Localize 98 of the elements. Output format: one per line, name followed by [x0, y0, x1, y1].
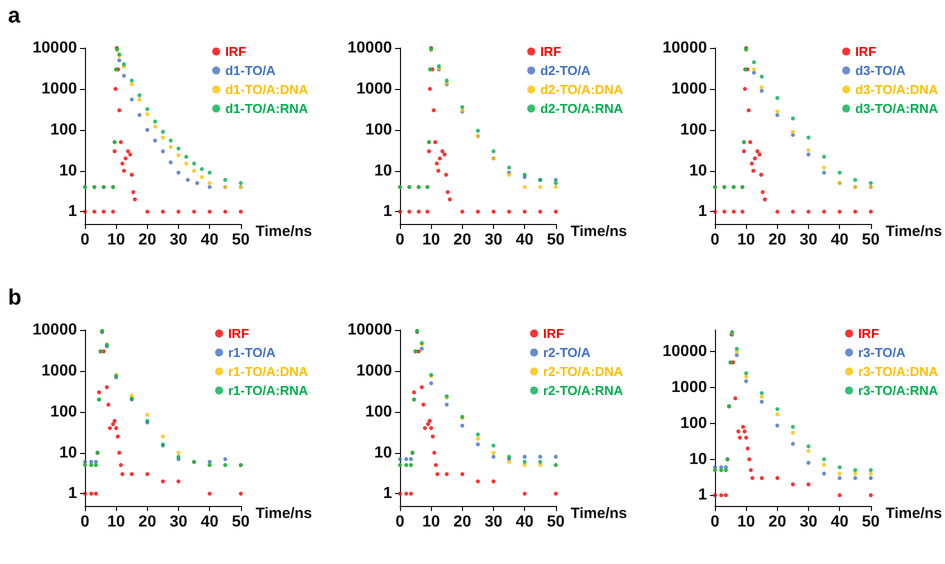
legend-label: d1-TO/A:DNA	[225, 82, 309, 97]
x-tick-label: 30	[484, 232, 502, 248]
y-tick-label: 1000	[41, 362, 78, 380]
x-tick-label: 50	[862, 514, 880, 530]
legend-label: r1-TO/A:DNA	[228, 364, 309, 379]
x-tick-label: 20	[768, 232, 786, 248]
y-tick-label: 10	[59, 162, 78, 180]
legend-label: r3-TO/A:RNA	[858, 383, 939, 398]
x-axis-title: Time/ns	[886, 223, 942, 240]
x-tick-label: 40	[830, 232, 849, 248]
x-tick-label: 50	[232, 232, 250, 248]
text: a	[8, 2, 21, 28]
x-axis-title: Time/ns	[570, 223, 627, 240]
x-tick-label: 20	[768, 514, 786, 530]
x-tick-label: 10	[107, 514, 126, 530]
x-axis-title: Time/ns	[256, 223, 312, 240]
y-tick-label: 10	[689, 450, 708, 468]
legend-label: d3-TO/A:DNA	[855, 82, 939, 97]
y-tick-label: 100	[365, 403, 392, 420]
y-tick-label: 1	[698, 486, 708, 504]
legend-label: IRF	[225, 44, 246, 59]
x-tick-label: 50	[232, 514, 250, 530]
legend-label: d3-TO/A	[855, 63, 906, 78]
y-tick-label: 1000	[356, 362, 392, 380]
x-tick-label: 30	[800, 232, 818, 248]
y-tick-label: 1	[383, 203, 392, 220]
y-tick-label: 1000	[671, 379, 708, 396]
y-tick-label: 1	[68, 203, 78, 220]
legend-label: d2-TO/A:DNA	[540, 82, 624, 97]
x-tick-label: 30	[484, 514, 502, 530]
y-tick-label: 10000	[348, 40, 392, 56]
legend-label: d1-TO/A	[225, 63, 276, 78]
x-tick-label: 40	[516, 232, 534, 248]
y-tick-label: 1000	[356, 80, 392, 98]
x-tick-label: 0	[80, 232, 90, 248]
x-tick-label: 40	[200, 514, 219, 530]
x-tick-label: 0	[80, 514, 90, 530]
x-tick-label: 10	[422, 232, 440, 248]
y-tick-label: 100	[680, 121, 708, 138]
y-tick-label: 10000	[348, 322, 392, 338]
x-tick-label: 0	[710, 232, 720, 248]
y-tick-label: 10	[59, 444, 78, 462]
y-tick-label: 1000	[671, 80, 708, 98]
x-tick-label: 20	[138, 232, 156, 248]
legend-label: IRF	[543, 326, 564, 341]
legend-label: d2-TO/A:RNA	[540, 101, 624, 116]
y-tick-label: 1	[698, 203, 708, 220]
legend-label: r2-TO/A:DNA	[543, 364, 624, 379]
legend-label: r2-TO/A	[543, 345, 592, 360]
x-tick-label: 0	[710, 514, 720, 530]
y-tick-label: 10	[689, 162, 708, 180]
y-tick-label: 100	[50, 121, 78, 138]
y-tick-label: 100	[50, 403, 78, 420]
y-tick-label: 10	[374, 444, 392, 462]
x-tick-label: 10	[107, 232, 126, 248]
x-tick-label: 30	[170, 514, 188, 530]
y-tick-label: 10000	[662, 40, 708, 56]
x-tick-label: 40	[516, 514, 534, 530]
legend-label: r3-TO/A	[858, 345, 906, 360]
y-tick-label: 10000	[662, 343, 708, 360]
y-tick-label: 1	[383, 485, 392, 502]
x-tick-label: 30	[170, 232, 188, 248]
x-tick-label: 0	[396, 232, 405, 248]
x-tick-label: 40	[200, 232, 219, 248]
legend-label: d1-TO/A:RNA	[225, 101, 309, 116]
legend-label: r1-TO/A:RNA	[228, 383, 309, 398]
x-tick-label: 20	[453, 514, 472, 530]
y-tick-label: 10000	[32, 322, 78, 338]
x-tick-label: 30	[800, 514, 818, 530]
x-tick-label: 10	[737, 232, 756, 248]
x-axis-title: Time/ns	[256, 505, 312, 522]
text: b	[8, 284, 22, 310]
x-tick-label: 50	[862, 232, 880, 248]
y-tick-label: 100	[365, 121, 392, 138]
legend-label: IRF	[540, 44, 562, 59]
legend-label: IRF	[228, 326, 250, 341]
y-tick-label: 100	[680, 414, 708, 432]
y-tick-label: 10000	[32, 40, 78, 56]
legend-label: d3-TO/A:RNA	[855, 101, 939, 116]
x-axis-title: Time/ns	[570, 505, 627, 522]
x-tick-label: 0	[396, 514, 405, 530]
legend-label: IRF	[858, 326, 880, 341]
y-tick-label: 10	[374, 162, 392, 180]
x-tick-label: 20	[138, 514, 156, 530]
y-tick-label: 1	[68, 485, 78, 502]
legend-label: r3-TO/A:DNA	[858, 364, 939, 379]
x-tick-label: 10	[422, 514, 440, 530]
x-tick-label: 10	[737, 514, 756, 530]
legend-label: r2-TO/A:RNA	[543, 383, 624, 398]
x-axis-title: Time/ns	[886, 505, 942, 522]
legend-label: IRF	[855, 44, 876, 59]
legend-label: r1-TO/A	[228, 345, 276, 360]
legend-label: d2-TO/A	[540, 63, 592, 78]
y-tick-label: 1000	[41, 80, 78, 98]
x-tick-label: 50	[546, 514, 565, 530]
x-tick-label: 50	[546, 232, 565, 248]
x-tick-label: 40	[830, 514, 849, 530]
x-tick-label: 20	[453, 232, 472, 248]
